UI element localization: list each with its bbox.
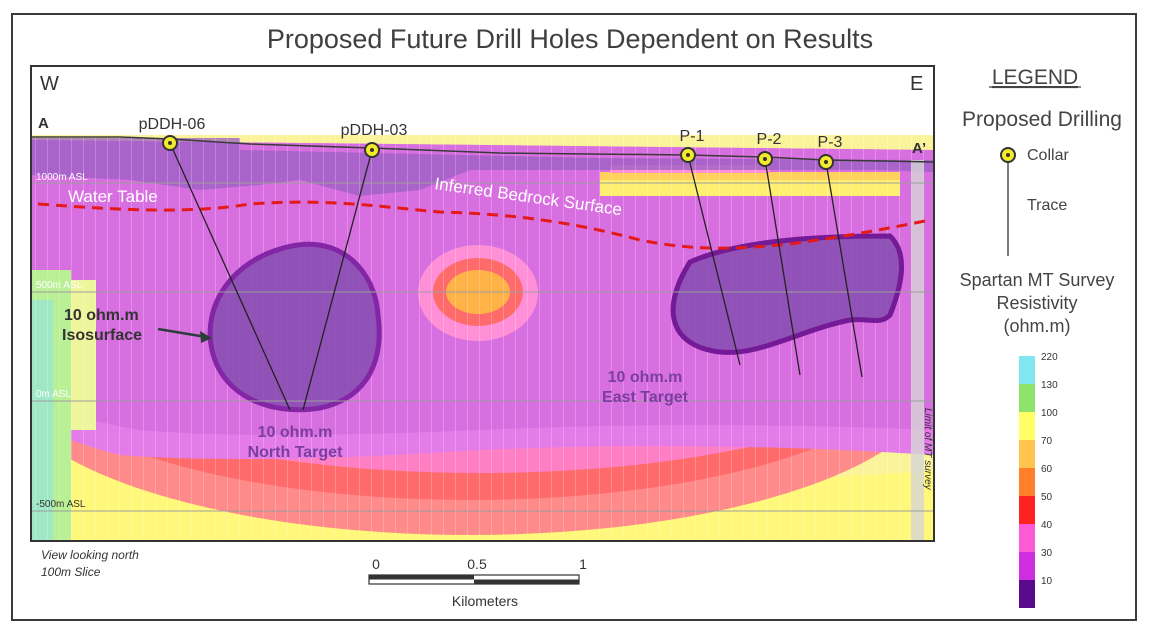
- north-target-label: North Target: [248, 444, 343, 461]
- drill-label: P-3: [818, 134, 843, 151]
- section-end-label: A’: [912, 140, 926, 157]
- figure-title: Proposed Future Drill Holes Dependent on…: [266, 24, 874, 54]
- legend-survey: (ohm.m): [1004, 316, 1071, 336]
- elevation-label: 0m ASL: [36, 389, 71, 400]
- legend-collar: Collar: [1027, 147, 1069, 164]
- section-start-label: A: [38, 115, 49, 132]
- color-swatch: [1019, 496, 1035, 524]
- color-swatch: [1019, 552, 1035, 580]
- drill-label: pDDH-06: [139, 116, 206, 133]
- legend-trace: Trace: [1027, 197, 1067, 214]
- drill-label: pDDH-03: [341, 122, 408, 139]
- water-table-label: Water Table: [68, 187, 158, 206]
- iso-label: Isosurface: [62, 327, 142, 344]
- east-label: E: [910, 73, 923, 95]
- color-scale: 220 130 100 70 60 50 40 30 10: [1019, 352, 1058, 608]
- drill-label: P-1: [680, 128, 705, 145]
- east-target-label: 10 ohm.m: [608, 369, 683, 386]
- elevation-label: 1000m ASL: [36, 172, 88, 183]
- north-target-label: 10 ohm.m: [258, 424, 333, 441]
- scale-bar: 0 0.5 1 Kilometers: [368, 556, 587, 609]
- iso-arrow: [157, 327, 207, 339]
- scale-value: 40: [1041, 520, 1053, 531]
- iso-label: 10 ohm.m: [64, 307, 139, 324]
- color-swatch: [1019, 468, 1035, 496]
- legend: LEGEND Proposed Drilling Collar Trace Sp…: [960, 66, 1122, 608]
- scale-value: 50: [1041, 492, 1053, 503]
- color-swatch: [1019, 356, 1035, 384]
- scale-value: 30: [1041, 548, 1053, 559]
- west-label: W: [40, 73, 59, 95]
- scale-value: 220: [1041, 352, 1058, 363]
- slice-note: 100m Slice: [41, 565, 101, 579]
- scale-tick: 0.5: [467, 556, 487, 572]
- color-swatch: [1019, 412, 1035, 440]
- iso-arrow-head: [200, 331, 212, 343]
- drill-traces: [169, 142, 863, 411]
- elevation-label: -500m ASL: [36, 499, 86, 510]
- limit-label: Limit of MT survey: [922, 408, 933, 491]
- scale-tick: 1: [579, 556, 587, 572]
- color-swatch: [1019, 524, 1035, 552]
- scale-value: 60: [1041, 464, 1053, 475]
- scale-tick: 0: [372, 556, 380, 572]
- legend-survey: Spartan MT Survey: [960, 270, 1115, 290]
- resistivity-model: [31, 66, 934, 541]
- scale-value: 130: [1041, 380, 1058, 391]
- scale-unit: Kilometers: [452, 593, 518, 609]
- color-swatch: [1019, 440, 1035, 468]
- drill-label: P-2: [757, 131, 782, 148]
- legend-survey: Resistivity: [996, 293, 1077, 313]
- scale-value: 10: [1041, 576, 1053, 587]
- view-note: View looking north: [41, 548, 139, 562]
- section-border: [30, 65, 935, 542]
- legend-subheading: Proposed Drilling: [962, 108, 1122, 131]
- scale-value: 70: [1041, 436, 1053, 447]
- scale-value: 100: [1041, 408, 1058, 419]
- color-swatch: [1019, 580, 1035, 608]
- elevation-label: 500m ASL: [36, 280, 83, 291]
- drill-collars: [162, 135, 834, 170]
- color-swatch: [1019, 384, 1035, 412]
- legend-heading: LEGEND: [992, 66, 1078, 89]
- east-target-label: East Target: [602, 389, 689, 406]
